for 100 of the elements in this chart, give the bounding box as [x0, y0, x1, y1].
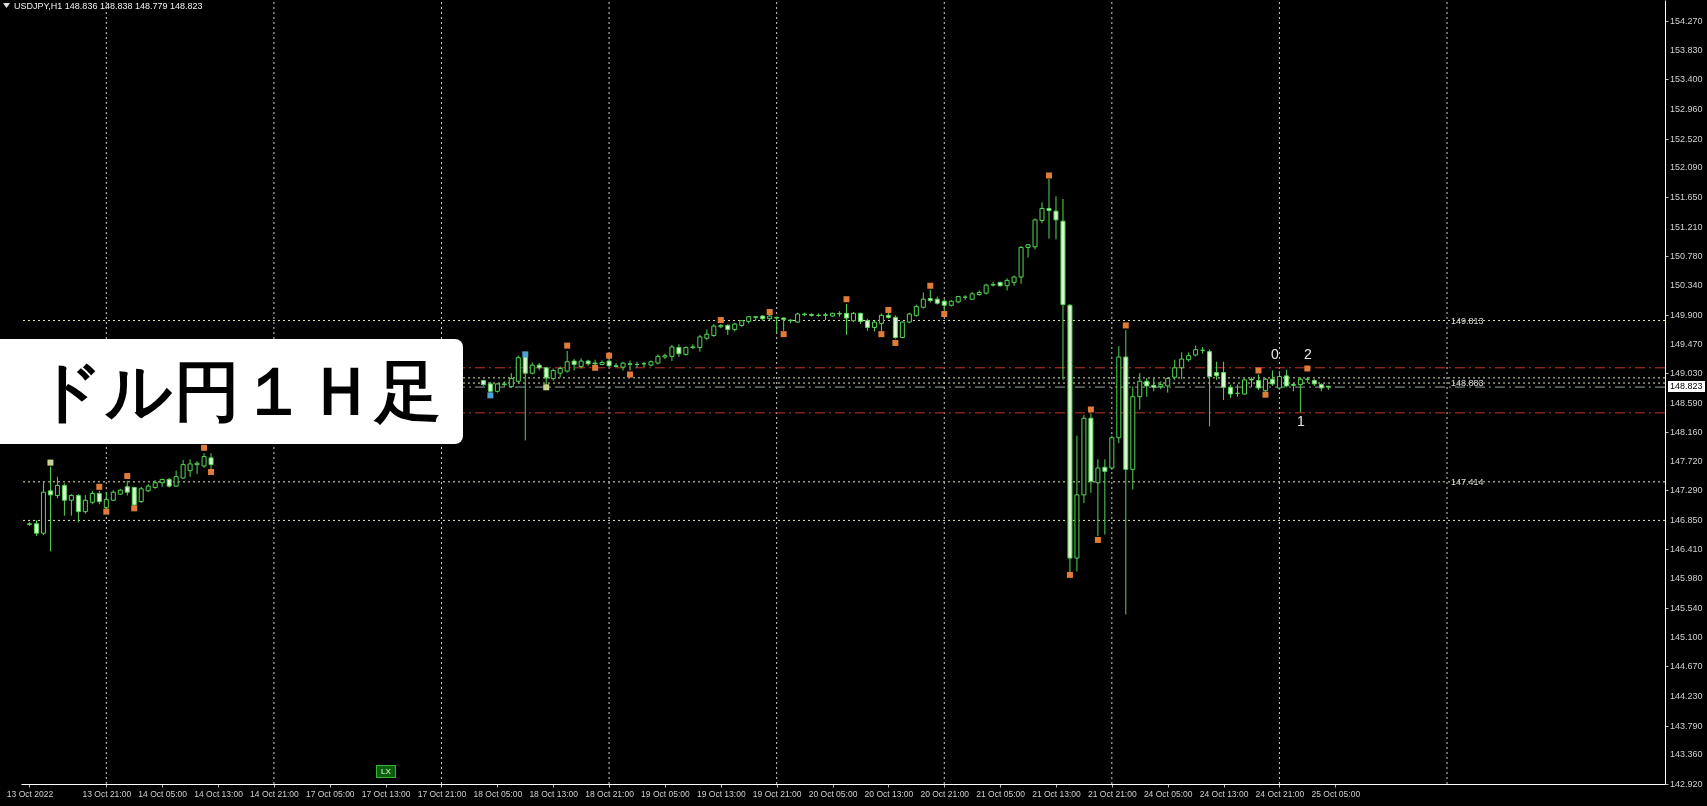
point: [522, 351, 529, 358]
candlestick: [75, 493, 81, 523]
point: [564, 342, 571, 349]
y-tick-label: 149.470: [1670, 338, 1703, 349]
candlestick: [1214, 361, 1220, 381]
y-tick-label: 145.980: [1670, 573, 1703, 584]
point: [1122, 322, 1129, 329]
y-tick-label: 152.090: [1670, 162, 1703, 173]
y-tick-label: 147.720: [1670, 456, 1703, 467]
text: ドル円１Ｈ足: [0, 339, 463, 444]
text: 148.823: [1668, 381, 1705, 392]
point: [941, 311, 948, 317]
ref-line-label: 149.813: [1451, 315, 1484, 326]
x-tick-label: 25 Oct 05:00: [1311, 788, 1361, 799]
candlestick: [1144, 377, 1150, 398]
y-tick-label: 154.270: [1670, 15, 1703, 26]
x-tick-label: 17 Oct 21:00: [417, 788, 467, 799]
annotation: 1: [1297, 413, 1305, 429]
y-tick-label: 148.590: [1670, 397, 1703, 408]
y-tick-label: 150.780: [1670, 250, 1703, 261]
x-tick-label: 13 Oct 2022: [6, 788, 54, 799]
y-tick-label: 143.360: [1670, 749, 1703, 760]
y-tick-label: 152.520: [1670, 133, 1703, 144]
ref-line-label: 147.414: [1451, 476, 1484, 487]
candlestick: [892, 314, 898, 340]
candlestick: [47, 466, 53, 552]
point: [885, 306, 892, 313]
point: [208, 469, 215, 476]
candlestick: [82, 494, 88, 515]
x-tick-label: 17 Oct 05:00: [305, 788, 355, 799]
point: [131, 505, 138, 512]
y-tick-label: 144.230: [1670, 690, 1703, 701]
candlestick: [61, 482, 67, 517]
point: [1066, 571, 1073, 578]
candlestick: [1137, 372, 1143, 410]
candlestick: [1276, 370, 1282, 391]
x-tick-label: 20 Oct 21:00: [920, 788, 970, 799]
x-tick-label: 20 Oct 13:00: [864, 788, 914, 799]
point: [96, 483, 103, 490]
candlestick: [68, 493, 74, 517]
y-tick-label: 146.850: [1670, 514, 1703, 525]
point: [1262, 391, 1269, 398]
y-tick-label: 149.030: [1670, 368, 1703, 379]
y-tick-label: 151.210: [1670, 221, 1703, 232]
point: [1304, 365, 1311, 372]
point: [766, 308, 773, 315]
y-tick-label: 148.160: [1670, 426, 1703, 437]
point: [47, 459, 54, 466]
point: [124, 473, 131, 480]
x-tick-label: 20 Oct 05:00: [808, 788, 858, 799]
candlestick: [1179, 351, 1185, 380]
point: [892, 339, 899, 346]
x-tick-label: 13 Oct 21:00: [82, 788, 132, 799]
y-tick-label: 144.670: [1670, 661, 1703, 672]
x-tick-label: 21 Oct 21:00: [1088, 788, 1137, 799]
point: [1046, 172, 1052, 179]
point: [843, 296, 850, 303]
point: [592, 364, 599, 371]
y-tick-label: 145.540: [1670, 602, 1703, 613]
point: [201, 444, 208, 451]
y-tick-label: 143.790: [1670, 720, 1703, 731]
point: [1094, 536, 1101, 543]
x-tick-label: 21 Oct 13:00: [1032, 788, 1082, 799]
x-tick-label: 17 Oct 13:00: [361, 788, 411, 799]
x-tick-label: 24 Oct 13:00: [1199, 788, 1249, 799]
candlestick: [843, 303, 849, 336]
chart-subtitle: USDJPY,H1 148.836 148.838 148.779 148.823: [14, 1, 203, 11]
point: [878, 331, 885, 338]
x-tick-label: 19 Oct 05:00: [641, 788, 691, 799]
point: [627, 371, 634, 378]
point: [1087, 406, 1094, 413]
y-tick-label: 153.830: [1670, 45, 1703, 56]
candlestick: [54, 476, 60, 499]
x-tick-label: 18 Oct 21:00: [585, 788, 635, 799]
x-tick-label: 24 Oct 21:00: [1255, 788, 1305, 799]
y-tick-label: 149.900: [1670, 309, 1703, 320]
candlestick: [1297, 376, 1303, 413]
point: [927, 282, 934, 289]
x-tick-label: 14 Oct 05:00: [138, 788, 188, 799]
y-tick-label: 145.100: [1670, 632, 1703, 643]
x-tick-label: 24 Oct 05:00: [1143, 788, 1193, 799]
candlestick: [1221, 361, 1227, 401]
annotation: 2: [1304, 346, 1312, 362]
x-tick-label: 19 Oct 21:00: [752, 788, 802, 799]
annotation: 0: [1271, 346, 1279, 362]
x-tick-label: 18 Oct 05:00: [473, 788, 523, 799]
y-tick-label: 142.920: [1670, 779, 1703, 789]
x-tick-label: 21 Oct 05:00: [976, 788, 1026, 799]
y-tick-label: 147.290: [1670, 485, 1703, 496]
annotation: LX: [376, 765, 396, 778]
point: [606, 352, 613, 359]
point: [543, 384, 550, 391]
y-tick-label: 152.960: [1670, 103, 1703, 114]
candlestick: [564, 350, 570, 373]
point: [717, 317, 724, 324]
y-tick-label: 150.340: [1670, 280, 1703, 291]
y-tick-label: 153.400: [1670, 74, 1703, 85]
point: [780, 331, 787, 338]
x-tick-label: 19 Oct 13:00: [696, 788, 746, 799]
y-tick-label: 151.650: [1670, 192, 1703, 203]
